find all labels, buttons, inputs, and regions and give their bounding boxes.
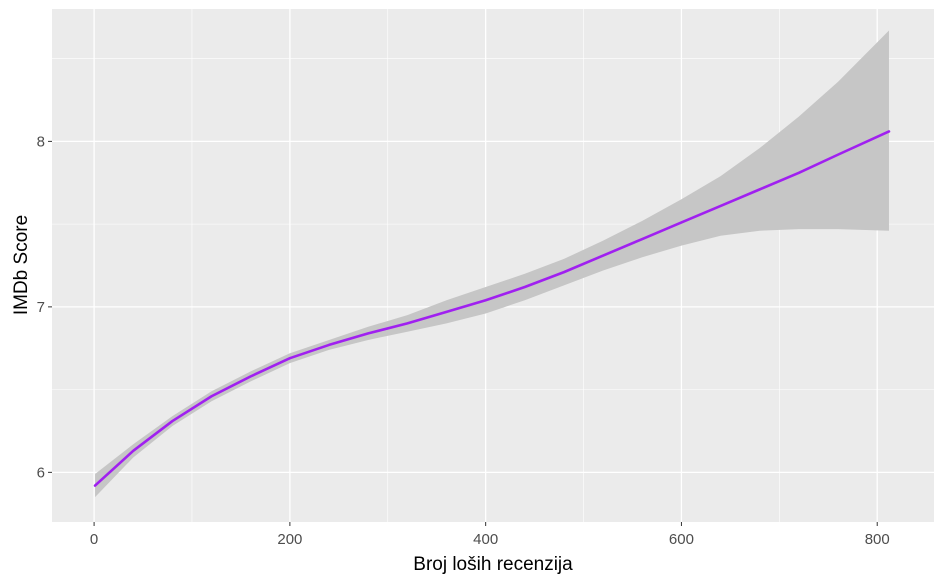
y-axis-title: IMDb Score bbox=[11, 215, 32, 315]
y-tick-label: 8 bbox=[37, 133, 45, 150]
axis-ticks bbox=[48, 140, 878, 526]
y-tick-label: 6 bbox=[37, 464, 45, 481]
series-layer bbox=[93, 30, 891, 498]
x-tick-label: 800 bbox=[865, 531, 890, 548]
x-axis-title: Broj loših recenzija bbox=[413, 554, 573, 575]
panel-background bbox=[52, 9, 934, 522]
smooth-trend-line bbox=[93, 130, 891, 487]
y-tick-label: 7 bbox=[37, 299, 45, 316]
tick-labels: 0 200 400 600 800 6 7 8 bbox=[37, 133, 890, 548]
grid-minor bbox=[52, 9, 934, 522]
x-tick-label: 600 bbox=[669, 531, 694, 548]
x-tick-label: 0 bbox=[90, 531, 98, 548]
x-tick-label: 200 bbox=[277, 531, 302, 548]
x-tick-label: 400 bbox=[473, 531, 498, 548]
